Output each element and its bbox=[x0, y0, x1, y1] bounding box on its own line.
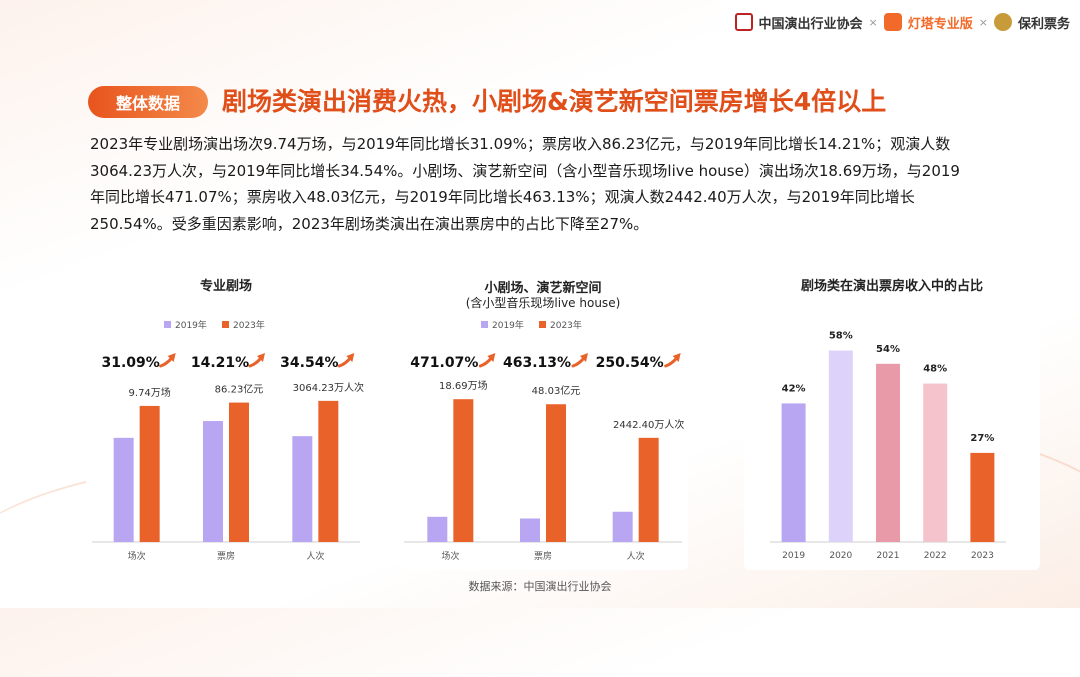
data-label: 48% bbox=[923, 364, 947, 375]
chart-title: 小剧场、演艺新空间 bbox=[484, 280, 601, 296]
bar-2019 bbox=[427, 516, 448, 542]
x-tick-label: 2023 bbox=[971, 551, 994, 561]
legend-label-2019: 2019年 bbox=[492, 319, 524, 331]
bar-share bbox=[828, 350, 853, 542]
chart-subtitle: (含小型音乐现场live house) bbox=[466, 295, 621, 310]
logo-lighthouse: 灯塔专业版 bbox=[907, 16, 973, 32]
bar-share bbox=[970, 452, 995, 542]
legend-swatch-2023 bbox=[222, 321, 229, 328]
summary-line: 250.54%。受多重因素影响，2023年剧场类演出在演出票房中的占比下降至27… bbox=[90, 214, 649, 233]
bar-2019 bbox=[113, 437, 134, 542]
growth-label: 471.07% bbox=[410, 355, 478, 371]
x-tick-label: 2021 bbox=[877, 551, 900, 561]
page-title: 剧场类演出消费火热，小剧场&演艺新空间票房增长4倍以上 bbox=[222, 87, 887, 116]
trend-up-arrow-head-icon bbox=[487, 353, 496, 362]
data-label: 9.74万场 bbox=[129, 386, 171, 399]
legend-swatch-2019 bbox=[481, 321, 488, 328]
logo-poly-ticket: 保利票务 bbox=[1017, 16, 1070, 32]
x-tick-label: 人次 bbox=[627, 550, 645, 562]
bar-2019 bbox=[292, 436, 313, 542]
data-source: 数据来源：中国演出行业协会 bbox=[468, 580, 612, 593]
summary-line: 年同比增长471.07%；票房收入48.03亿元，与2019年同比增长463.1… bbox=[90, 188, 915, 206]
bar-2023 bbox=[638, 437, 659, 542]
lighthouse-logo-icon bbox=[883, 13, 902, 31]
bar-2023 bbox=[318, 400, 339, 542]
legend-label-2023: 2023年 bbox=[550, 319, 582, 331]
legend-swatch-2023 bbox=[539, 321, 546, 328]
growth-label: 34.54% bbox=[280, 355, 338, 371]
bar-2023 bbox=[546, 404, 566, 542]
data-label: 48.03亿元 bbox=[532, 384, 581, 397]
x-tick-label: 票房 bbox=[217, 550, 235, 562]
trend-up-arrow-icon bbox=[571, 356, 586, 368]
chart-panel-professional-theater: 专业剧场 2019年 2023年 9.74万场 31.09% 场次 86.23亿元 14.21… bbox=[86, 262, 366, 570]
trend-up-arrow-head-icon bbox=[580, 353, 588, 362]
bar-share bbox=[876, 363, 900, 542]
summary-line: 2023年专业剧场演出场次9.74万场，与2019年同比增长31.09%；票房收… bbox=[90, 135, 951, 153]
data-label: 2442.40万人次 bbox=[613, 418, 684, 431]
chart-panel-small-theater: 小剧场、演艺新空间 (含小型音乐现场live house) 2019年 2023年 18… bbox=[398, 262, 688, 570]
section-badge: 整体数据 bbox=[88, 86, 208, 118]
bar-2023 bbox=[229, 402, 249, 542]
data-label: 58% bbox=[829, 331, 853, 342]
chart-small-theater: 小剧场、演艺新空间(含小型音乐现场live house) 2019年 2023年 18… bbox=[404, 280, 684, 562]
trend-up-arrow-head-icon bbox=[167, 353, 176, 362]
growth-label: 463.13% bbox=[503, 355, 571, 371]
data-label: 27% bbox=[970, 433, 994, 444]
data-label: 54% bbox=[876, 344, 900, 355]
logo-separator: × bbox=[978, 15, 988, 29]
x-tick-label: 人次 bbox=[306, 550, 324, 562]
bar-2019 bbox=[612, 511, 633, 542]
trend-up-arrow-head-icon bbox=[346, 353, 355, 362]
x-tick-label: 2022 bbox=[924, 551, 947, 561]
trend-up-arrow-icon bbox=[337, 356, 352, 368]
x-tick-label: 场次 bbox=[128, 550, 146, 562]
legend-label-2019: 2019年 bbox=[175, 319, 207, 331]
summary-line: 3064.23万人次，与2019年同比增长34.54%。小剧场、演艺新空间（含小… bbox=[90, 161, 960, 180]
chart-panel-share: 剧场类在演出票房收入中的占比 42% 2019 58% 2020 54% 2021 48% 20… bbox=[744, 262, 1040, 570]
data-label: 3064.23万人次 bbox=[293, 381, 364, 394]
trend-up-arrow-head-icon bbox=[672, 353, 681, 362]
bar-2023 bbox=[453, 399, 474, 542]
legend-swatch-2019 bbox=[164, 321, 171, 328]
bar-share bbox=[923, 383, 948, 542]
chart-theater-share: 剧场类在演出票房收入中的占比 42% 2019 58% 2020 54% 2021 48% 20… bbox=[770, 278, 1006, 561]
x-tick-label: 场次 bbox=[441, 550, 459, 562]
bar-2023 bbox=[139, 405, 160, 542]
legend-label-2023: 2023年 bbox=[233, 319, 265, 331]
bar-2019 bbox=[520, 518, 540, 542]
summary-paragraph: 2023年专业剧场演出场次9.74万场，与2019年同比增长31.09%；票房收… bbox=[90, 131, 990, 237]
data-label: 86.23亿元 bbox=[215, 383, 264, 396]
trend-up-arrow-head-icon bbox=[257, 353, 265, 362]
partner-logo-bar: 中国演出行业协会 × 灯塔专业版 × 保利票务 bbox=[720, 0, 1080, 44]
bar-2019 bbox=[203, 421, 223, 542]
trend-up-arrow-icon bbox=[159, 356, 174, 368]
growth-label: 250.54% bbox=[596, 355, 664, 371]
logo-separator: × bbox=[868, 15, 878, 29]
cpaa-seal-icon bbox=[734, 13, 753, 31]
data-label: 18.69万场 bbox=[439, 379, 488, 392]
chart-professional-theater: 专业剧场 2019年 2023年 9.74万场 31.09% 场次 86.23亿元 14.21… bbox=[92, 278, 364, 562]
growth-label: 31.09% bbox=[102, 355, 160, 371]
poly-ticket-logo-icon bbox=[993, 13, 1012, 31]
x-tick-label: 2019 bbox=[782, 551, 805, 561]
bar-share bbox=[781, 403, 806, 542]
chart-title: 剧场类在演出票房收入中的占比 bbox=[801, 278, 983, 294]
logo-cpaa: 中国演出行业协会 bbox=[758, 16, 863, 32]
x-tick-label: 票房 bbox=[534, 550, 552, 562]
trend-up-arrow-icon bbox=[478, 356, 493, 368]
x-tick-label: 2020 bbox=[829, 551, 852, 561]
growth-label: 14.21% bbox=[191, 355, 249, 371]
chart-title: 专业剧场 bbox=[200, 278, 252, 294]
data-label: 42% bbox=[782, 383, 806, 394]
trend-up-arrow-icon bbox=[664, 356, 679, 368]
trend-up-arrow-icon bbox=[248, 356, 263, 368]
